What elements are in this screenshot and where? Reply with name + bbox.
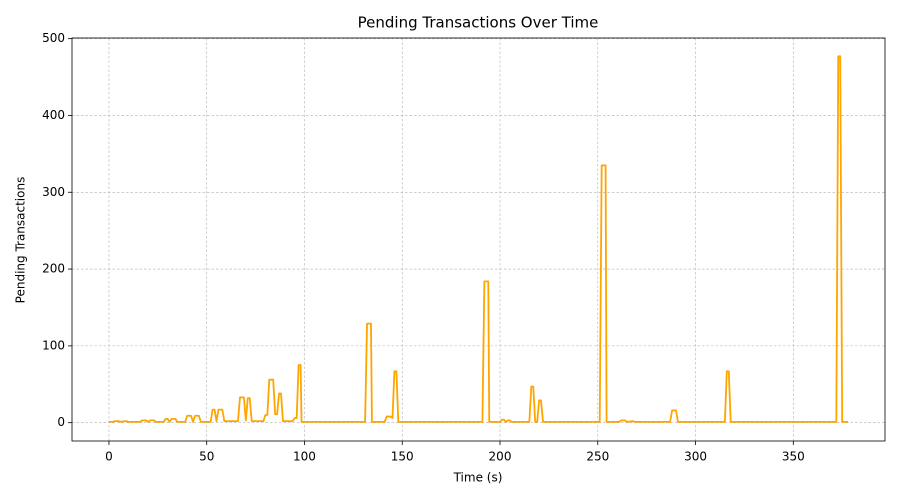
y-tick-label: 200 <box>42 262 65 276</box>
x-tick-label: 250 <box>586 450 609 464</box>
x-tick-label: 300 <box>684 450 707 464</box>
chart-title: Pending Transactions Over Time <box>358 14 599 32</box>
x-tick-label: 200 <box>489 450 512 464</box>
data-line <box>108 55 849 423</box>
x-tick-label: 350 <box>782 450 805 464</box>
x-axis-label: Time (s) <box>453 471 503 485</box>
y-tick-label: 500 <box>42 31 65 45</box>
y-tick-label: 400 <box>42 108 65 122</box>
x-tick-label: 150 <box>391 450 414 464</box>
y-tick-label: 0 <box>57 415 65 429</box>
plot-frame <box>71 37 886 442</box>
x-tick-label: 50 <box>199 450 214 464</box>
y-tick-label: 100 <box>42 338 65 352</box>
y-axis-label: Pending Transactions <box>14 177 28 304</box>
y-tick-label: 300 <box>42 185 65 199</box>
x-tick-label: 0 <box>105 450 113 464</box>
x-tick-label: 100 <box>293 450 316 464</box>
